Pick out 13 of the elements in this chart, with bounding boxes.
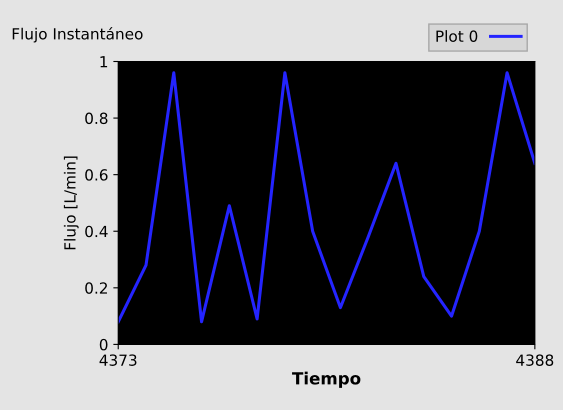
- y-tick-label: 0.8: [85, 112, 108, 124]
- x-tick-label: 4388: [516, 354, 554, 366]
- legend-label: Plot 0: [436, 30, 478, 42]
- line-series: [118, 71, 535, 324]
- x-tick-label: 4373: [100, 354, 136, 366]
- y-tick-label: 0.2: [85, 282, 107, 294]
- x-axis-title: Tiempo: [292, 372, 360, 388]
- chart-title: Flujo Instantáneo: [12, 27, 143, 43]
- y-tick-label: 0: [100, 338, 108, 350]
- y-axis-title: Flujo [L/min]: [64, 156, 79, 250]
- y-tick-label: 1: [100, 56, 108, 68]
- y-tick-label: 0.6: [85, 169, 108, 181]
- y-tick-label: 0.4: [85, 226, 108, 238]
